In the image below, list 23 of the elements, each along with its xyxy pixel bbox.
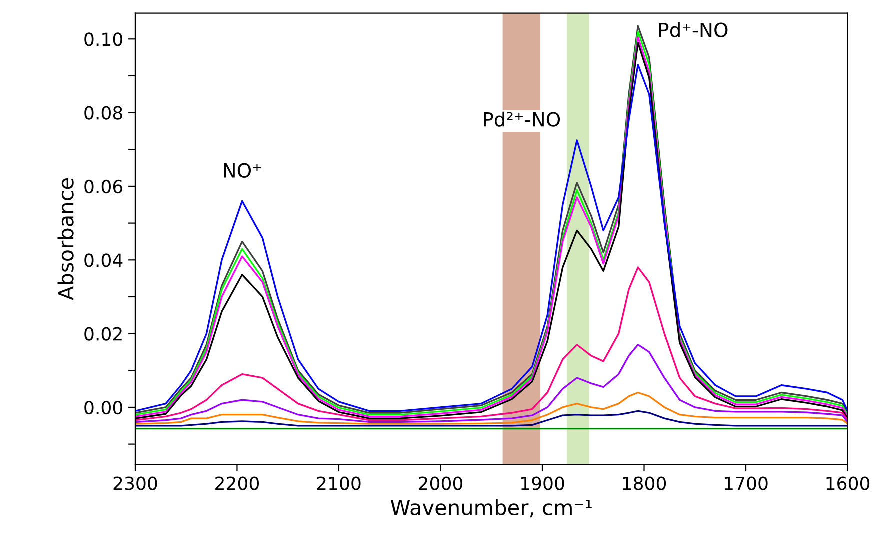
x-tick-label: 2200 [216,476,260,490]
x-tick-label: 2300 [114,476,158,490]
x-tick-label: 1700 [725,476,768,490]
line-series [135,392,848,425]
y-tick-label: 0.06 [84,180,123,194]
x-tick-label: 2000 [419,476,463,490]
y-tick-label: 0.02 [84,327,122,341]
x-axis-title: Wavenumber, cm⁻¹ [390,499,592,518]
y-tick-label: 0.00 [84,400,122,415]
band-label: Pd²⁺-NO [484,112,560,127]
y-axis-title: Absorbance [58,178,74,300]
y-tick-label: 0.04 [84,254,123,268]
line-series [135,266,848,422]
y-tick-label: 0.08 [84,106,122,120]
line-series [135,344,848,424]
annotation: Pd⁺-NO [660,22,728,38]
line-series [135,410,848,427]
x-tick-label: 2100 [317,476,361,490]
y-tick-label: 0.10 [84,32,122,46]
x-tick-label: 1900 [522,476,564,490]
annotation: NO⁺ [224,163,262,178]
x-tick-label: 1600 [826,476,870,490]
x-tick-label: 1800 [623,476,666,490]
